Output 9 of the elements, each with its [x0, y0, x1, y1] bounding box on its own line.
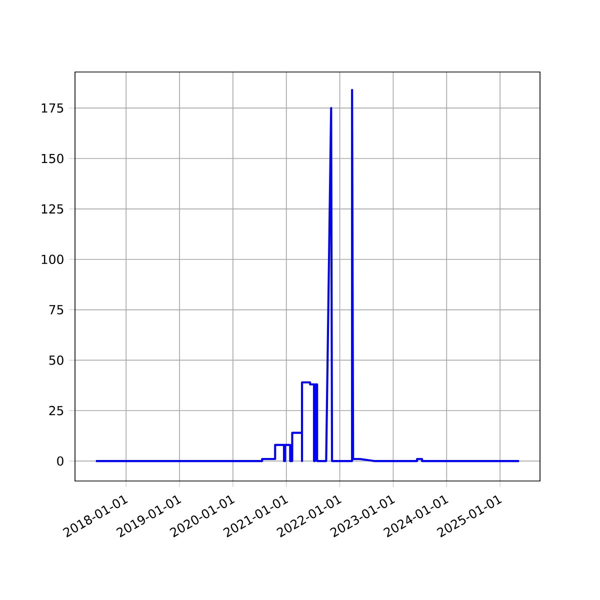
y-tick-label: 100 [42, 254, 64, 264]
y-tick-label: 25 [49, 406, 64, 416]
y-tick-label: 175 [42, 103, 64, 113]
y-tick-label: 0 [57, 456, 64, 466]
y-tick-label: 75 [49, 305, 64, 314]
y-tick-label: 125 [42, 204, 64, 214]
y-tick-label: 150 [42, 154, 64, 164]
y-tick-label: 50 [49, 355, 64, 365]
line-series [94, 88, 520, 462]
